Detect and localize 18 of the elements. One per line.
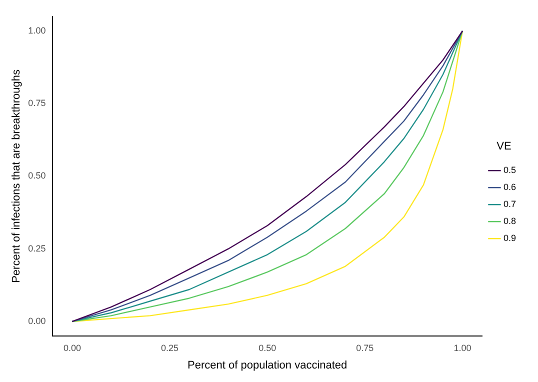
legend-label: 0.9 <box>503 233 516 244</box>
legend-label: 0.7 <box>503 199 516 210</box>
y-tick-label: 0.25 <box>28 243 46 254</box>
y-tick-label: 0.00 <box>28 316 46 326</box>
y-tick-label: 0.50 <box>28 170 46 181</box>
y-axis-title: Percent of infections that are breakthroughs <box>10 69 23 283</box>
x-tick-label: 1.00 <box>454 342 472 353</box>
legend-label: 0.5 <box>503 165 516 176</box>
x-tick-label: 0.00 <box>63 342 81 353</box>
x-tick-label: 0.75 <box>356 342 374 353</box>
legend-title: VE <box>496 140 512 152</box>
y-tick-label: 0.75 <box>28 98 46 108</box>
x-axis-title: Percent of population vaccinated <box>188 359 348 372</box>
x-tick-label: 0.25 <box>161 342 179 353</box>
y-tick-label: 1.00 <box>28 25 46 36</box>
legend-label: 0.8 <box>503 216 516 226</box>
legend-label: 0.6 <box>503 182 516 192</box>
x-tick-label: 0.50 <box>258 342 276 353</box>
